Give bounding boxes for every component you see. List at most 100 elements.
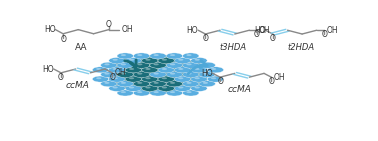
Text: O: O bbox=[106, 20, 112, 29]
Circle shape bbox=[117, 81, 133, 87]
Circle shape bbox=[170, 82, 175, 84]
Circle shape bbox=[113, 87, 118, 88]
Circle shape bbox=[150, 53, 166, 59]
Circle shape bbox=[199, 62, 215, 68]
Circle shape bbox=[153, 54, 159, 56]
Circle shape bbox=[186, 63, 192, 65]
Circle shape bbox=[146, 59, 150, 61]
Text: t3HDA: t3HDA bbox=[220, 43, 247, 52]
Circle shape bbox=[162, 77, 167, 79]
Circle shape bbox=[142, 85, 158, 91]
Circle shape bbox=[153, 63, 159, 65]
Circle shape bbox=[211, 77, 216, 79]
Circle shape bbox=[191, 76, 207, 82]
Circle shape bbox=[101, 71, 117, 78]
Circle shape bbox=[166, 90, 183, 96]
Circle shape bbox=[104, 73, 110, 75]
Circle shape bbox=[195, 87, 200, 88]
Text: OH: OH bbox=[115, 68, 126, 77]
Circle shape bbox=[191, 67, 207, 73]
Circle shape bbox=[121, 54, 126, 56]
Circle shape bbox=[109, 67, 125, 73]
Text: O: O bbox=[58, 73, 64, 82]
Circle shape bbox=[153, 91, 159, 93]
Text: HO: HO bbox=[42, 65, 54, 74]
Circle shape bbox=[183, 90, 199, 96]
Circle shape bbox=[113, 77, 118, 79]
Circle shape bbox=[125, 76, 142, 82]
Circle shape bbox=[195, 59, 200, 61]
Circle shape bbox=[146, 77, 150, 79]
Circle shape bbox=[183, 81, 199, 87]
Text: O: O bbox=[270, 34, 276, 43]
Text: O: O bbox=[203, 34, 208, 43]
Circle shape bbox=[199, 81, 215, 87]
Circle shape bbox=[133, 53, 150, 59]
Circle shape bbox=[150, 81, 166, 87]
Circle shape bbox=[162, 68, 167, 70]
Circle shape bbox=[129, 87, 134, 88]
Circle shape bbox=[125, 58, 142, 64]
Circle shape bbox=[174, 67, 191, 73]
Circle shape bbox=[162, 59, 167, 61]
Circle shape bbox=[137, 63, 143, 65]
Circle shape bbox=[137, 91, 143, 93]
Circle shape bbox=[121, 82, 126, 84]
Circle shape bbox=[146, 87, 150, 88]
Circle shape bbox=[96, 77, 101, 79]
Circle shape bbox=[125, 67, 142, 73]
Circle shape bbox=[150, 62, 166, 68]
Circle shape bbox=[129, 68, 134, 70]
Circle shape bbox=[121, 63, 126, 65]
Circle shape bbox=[203, 82, 208, 84]
Circle shape bbox=[117, 53, 133, 59]
Circle shape bbox=[178, 87, 183, 88]
Text: O: O bbox=[321, 30, 327, 39]
Text: O: O bbox=[217, 77, 223, 86]
Circle shape bbox=[211, 68, 216, 70]
Circle shape bbox=[104, 82, 110, 84]
Circle shape bbox=[109, 85, 125, 91]
Circle shape bbox=[207, 67, 224, 73]
Circle shape bbox=[186, 91, 192, 93]
Circle shape bbox=[158, 67, 174, 73]
Circle shape bbox=[183, 71, 199, 78]
Circle shape bbox=[158, 76, 174, 82]
Circle shape bbox=[162, 87, 167, 88]
Circle shape bbox=[133, 62, 150, 68]
Text: HO: HO bbox=[186, 26, 198, 35]
Circle shape bbox=[166, 71, 183, 78]
Circle shape bbox=[113, 68, 118, 70]
Text: O: O bbox=[268, 77, 274, 86]
Circle shape bbox=[133, 71, 150, 78]
Circle shape bbox=[170, 91, 175, 93]
Circle shape bbox=[133, 90, 150, 96]
Circle shape bbox=[199, 71, 215, 78]
Text: ccMA: ccMA bbox=[227, 85, 251, 94]
Text: OH: OH bbox=[274, 73, 285, 82]
Circle shape bbox=[207, 76, 224, 82]
Circle shape bbox=[174, 76, 191, 82]
Circle shape bbox=[158, 58, 174, 64]
Circle shape bbox=[191, 58, 207, 64]
Circle shape bbox=[129, 59, 134, 61]
Circle shape bbox=[178, 77, 183, 79]
Circle shape bbox=[186, 82, 192, 84]
Circle shape bbox=[137, 54, 143, 56]
Circle shape bbox=[178, 68, 183, 70]
Circle shape bbox=[96, 68, 101, 70]
Circle shape bbox=[174, 58, 191, 64]
Circle shape bbox=[195, 68, 200, 70]
Circle shape bbox=[195, 77, 200, 79]
Circle shape bbox=[158, 85, 174, 91]
Circle shape bbox=[174, 85, 191, 91]
Text: t2HDA: t2HDA bbox=[287, 43, 314, 52]
Circle shape bbox=[142, 67, 158, 73]
Text: HO: HO bbox=[254, 26, 265, 35]
Circle shape bbox=[183, 53, 199, 59]
Polygon shape bbox=[109, 53, 207, 95]
Circle shape bbox=[92, 67, 109, 73]
Circle shape bbox=[166, 62, 183, 68]
Circle shape bbox=[117, 71, 133, 78]
Circle shape bbox=[166, 53, 183, 59]
